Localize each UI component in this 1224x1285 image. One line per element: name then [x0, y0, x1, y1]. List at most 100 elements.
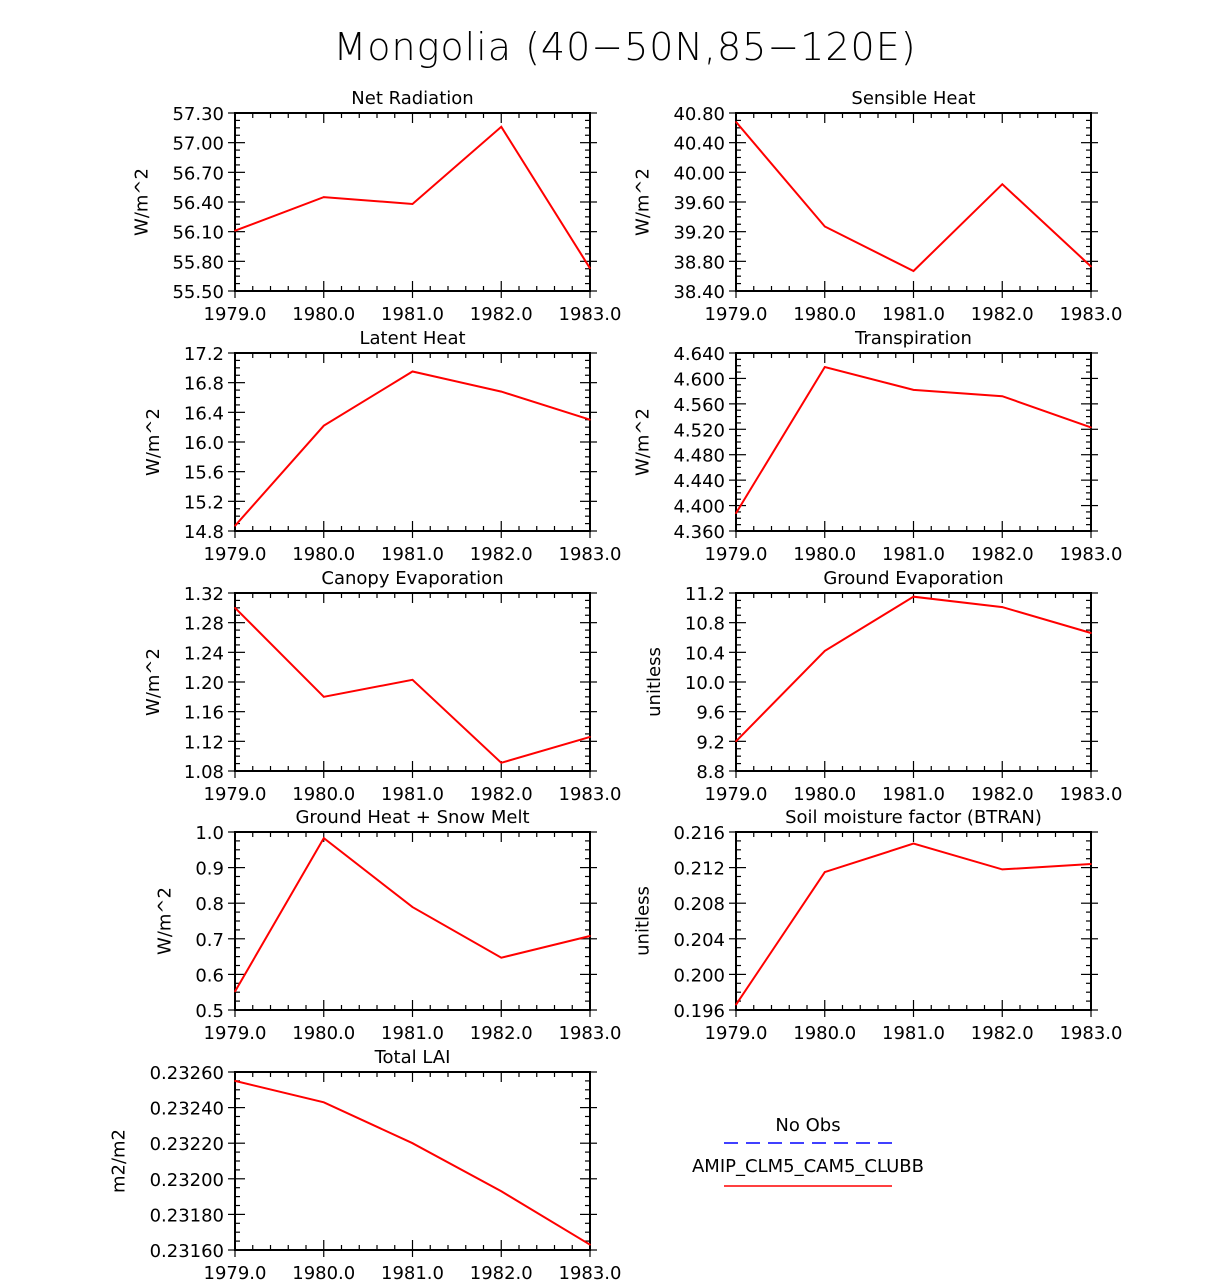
data-point: [912, 270, 915, 272]
x-tick-label: 1980.0: [793, 544, 856, 565]
y-axis-label: W/m^2: [132, 168, 153, 236]
x-tick-label: 1979.0: [204, 544, 267, 565]
y-axis-label: W/m^2: [633, 408, 654, 476]
y-tick-label: 0.196: [673, 1001, 725, 1022]
x-tick-label: 1980.0: [292, 1023, 355, 1044]
x-tick-label: 1983.0: [1060, 1023, 1123, 1044]
y-tick-label: 1.0: [195, 823, 224, 844]
panel-net-radiation: Net Radiation 1979.0 1980.0 1981.0 1982.0 198…: [132, 88, 622, 325]
y-tick-label: 0.9: [195, 859, 224, 880]
legend-obs-label: No Obs: [775, 1115, 840, 1136]
x-tick-label: 1983.0: [559, 544, 622, 565]
y-tick-label: 9.2: [696, 732, 725, 753]
y-tick-label: 1.20: [184, 673, 224, 694]
data-point: [735, 121, 737, 123]
y-axis-label: W/m^2: [633, 168, 654, 236]
y-tick-label: 40.40: [673, 134, 725, 155]
plot-frame: [234, 831, 591, 1011]
series-line: [234, 607, 591, 764]
data-point: [411, 370, 414, 373]
data-point: [735, 512, 737, 514]
x-tick-label: 1979.0: [705, 784, 768, 805]
data-point: [322, 1101, 325, 1104]
y-axis-label: unitless: [633, 886, 654, 956]
data-point: [589, 1243, 591, 1246]
y-tick-label: 0.8: [195, 894, 224, 915]
data-point: [823, 225, 826, 228]
y-tick-label: 4.600: [673, 369, 725, 390]
y-tick-label: 0.5: [195, 1001, 224, 1022]
y-tick-label: 15.2: [184, 492, 224, 513]
x-tick-label: 1980.0: [292, 784, 355, 805]
data-point: [1001, 395, 1004, 398]
y-tick-label: 11.2: [685, 584, 725, 605]
y-tick-label: 4.480: [673, 446, 725, 467]
data-point: [500, 390, 503, 393]
y-tick-label: 17.2: [184, 344, 224, 365]
x-tick-label: 1981.0: [381, 1023, 444, 1044]
y-tick-label: 4.360: [673, 522, 725, 543]
y-tick-label: 0.23180: [150, 1205, 224, 1226]
y-tick-label: 0.23220: [150, 1134, 224, 1155]
legend: No Obs AMIP_CLM5_CAM5_CLUBB: [692, 1115, 924, 1187]
plot-frame: [234, 112, 591, 292]
panel-title: Ground Heat + Snow Melt: [295, 807, 529, 828]
x-tick-label: 1979.0: [705, 1023, 768, 1044]
x-tick-label: 1982.0: [470, 1023, 533, 1044]
plot-frame: [735, 831, 1092, 1011]
data-point: [322, 696, 325, 698]
panel-title: Net Radiation: [351, 88, 473, 109]
data-point: [912, 389, 915, 391]
y-tick-label: 55.80: [172, 252, 224, 273]
data-point: [823, 871, 826, 873]
y-tick-label: 16.8: [184, 374, 224, 395]
plot-frame: [234, 1071, 591, 1251]
y-tick-label: 0.23260: [150, 1063, 224, 1084]
y-tick-label: 4.560: [673, 395, 725, 416]
series-line: [234, 836, 591, 993]
y-tick-label: 55.50: [172, 282, 224, 303]
data-point: [735, 740, 737, 743]
panel-title: Soil moisture factor (BTRAN): [785, 807, 1042, 828]
x-tick-label: 1981.0: [381, 784, 444, 805]
series-line: [735, 595, 1092, 743]
x-tick-label: 1983.0: [1060, 304, 1123, 325]
panel-soil-moisture-factor-btran: Soil moisture factor (BTRAN) 1979.0 1980.0…: [633, 807, 1123, 1044]
y-tick-label: 57.00: [172, 134, 224, 155]
x-tick-label: 1979.0: [705, 304, 768, 325]
data-point: [823, 366, 826, 368]
data-point: [322, 424, 325, 427]
data-point: [589, 935, 591, 937]
y-tick-label: 40.80: [673, 104, 725, 125]
x-tick-label: 1981.0: [381, 304, 444, 325]
x-tick-label: 1979.0: [204, 784, 267, 805]
x-tick-label: 1979.0: [705, 544, 768, 565]
y-axis-label: W/m^2: [143, 648, 164, 716]
series-line: [735, 121, 1092, 273]
x-tick-label: 1980.0: [793, 304, 856, 325]
x-tick-label: 1982.0: [971, 1023, 1034, 1044]
x-tick-label: 1982.0: [470, 304, 533, 325]
y-axis-label: m2/m2: [109, 1129, 130, 1193]
y-tick-label: 4.520: [673, 420, 725, 441]
figure-title: Mongolia (40−50N,85−120E): [333, 25, 916, 69]
data-point: [411, 906, 414, 908]
series-line: [735, 842, 1092, 1006]
data-point: [411, 678, 414, 681]
y-tick-label: 38.40: [673, 282, 725, 303]
x-tick-label: 1982.0: [470, 1263, 533, 1284]
panel-sensible-heat: Sensible Heat 1979.0 1980.0 1981.0 1982.0 198…: [633, 88, 1123, 325]
data-point: [322, 196, 325, 198]
x-tick-label: 1981.0: [882, 544, 945, 565]
data-point: [500, 1190, 503, 1193]
x-tick-label: 1981.0: [882, 784, 945, 805]
y-axis-label: W/m^2: [143, 408, 164, 476]
data-point: [1090, 265, 1092, 268]
data-point: [912, 842, 915, 845]
panel-title: Transpiration: [854, 328, 972, 349]
data-point: [1001, 183, 1004, 185]
data-point: [589, 736, 591, 738]
x-tick-label: 1983.0: [559, 784, 622, 805]
y-tick-label: 0.7: [195, 930, 224, 951]
